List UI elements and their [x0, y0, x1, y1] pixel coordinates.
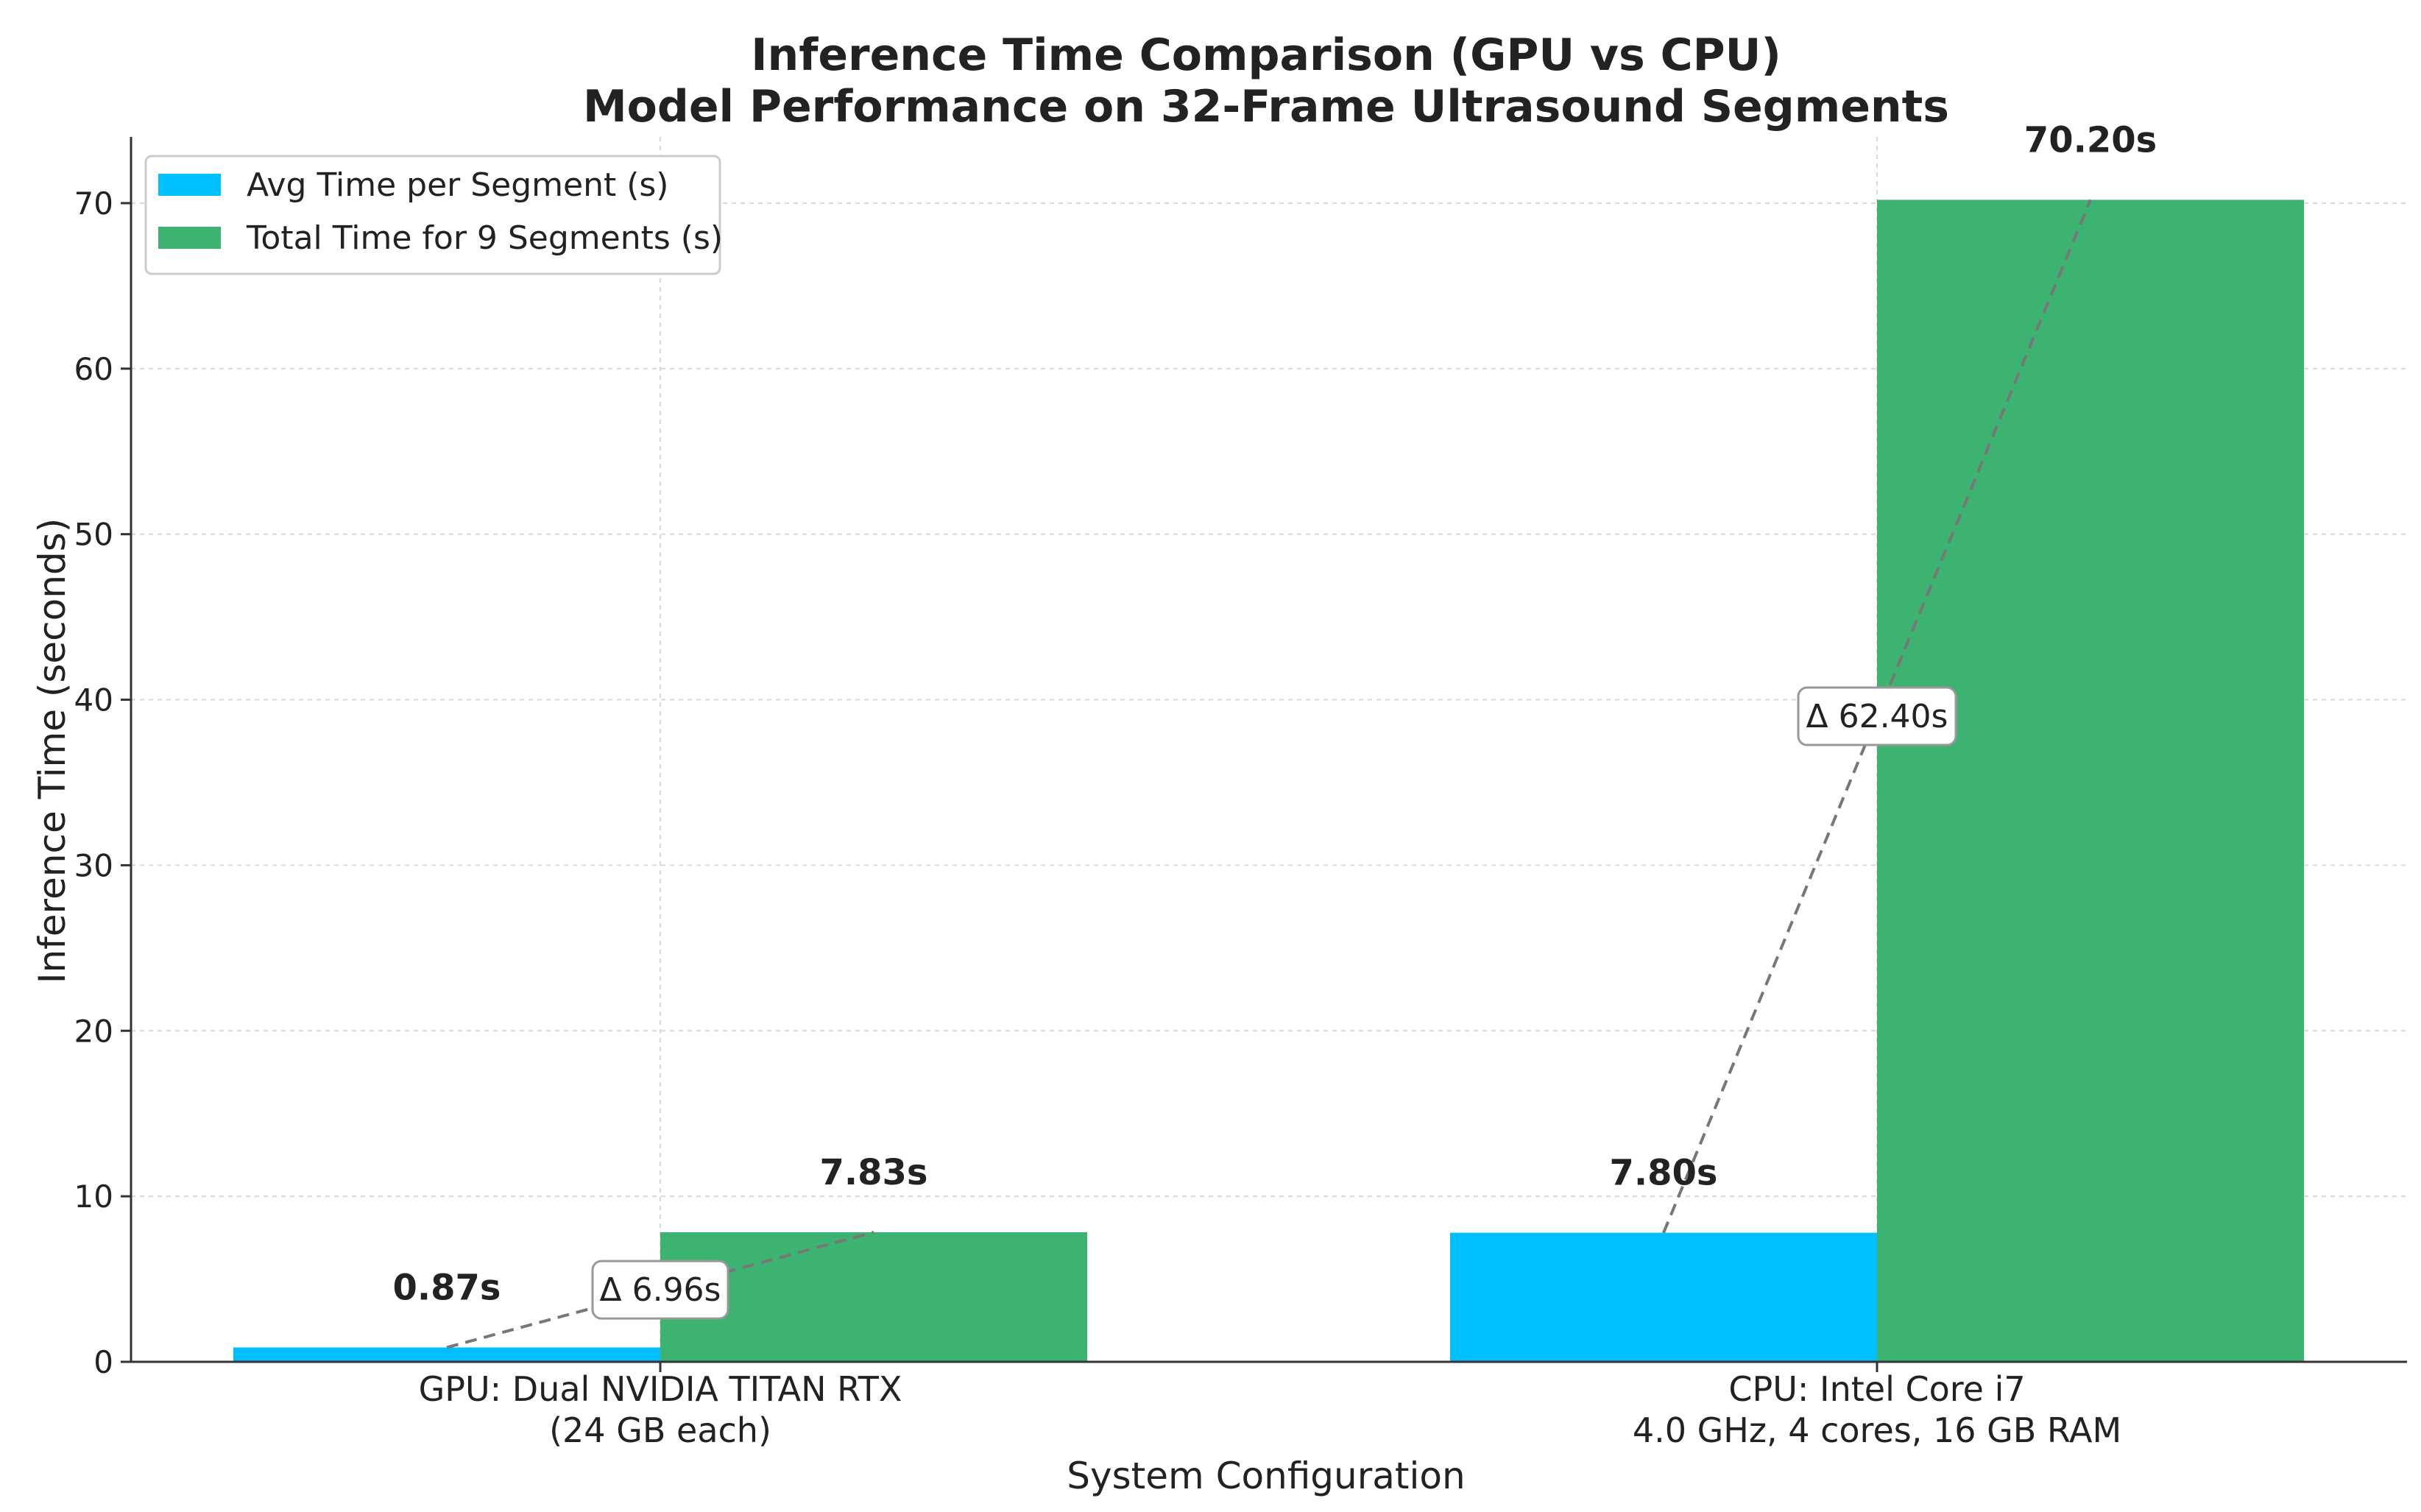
value-labels: 0.87s 7.83s 7.80s 70.20s	[393, 119, 2157, 1308]
bar-total-1	[1877, 199, 2304, 1363]
y-ticks: 0 10 20 30 40 50 60 70	[74, 186, 131, 1380]
chart-title: Inference Time Comparison (GPU vs CPU)	[751, 29, 1781, 81]
chart-subtitle: Model Performance on 32-Frame Ultrasound…	[583, 81, 1949, 133]
bars	[233, 199, 2304, 1363]
legend: Avg Time per Segment (s) Total Time for …	[144, 155, 723, 275]
y-tick-label-70: 70	[74, 186, 113, 222]
legend-label-avg: Avg Time per Segment (s)	[247, 166, 668, 204]
y-tick-label-0: 0	[93, 1344, 113, 1380]
value-label-total-1: 70.20s	[2024, 119, 2157, 160]
y-tick-label-30: 30	[74, 847, 113, 883]
delta-label-0: Δ 6.96s	[600, 1271, 721, 1309]
axes	[130, 137, 2407, 1363]
legend-swatch-avg	[158, 174, 221, 196]
delta-annotation-1: Δ 62.40s	[1797, 686, 1957, 746]
y-axis-label: Inference Time (seconds)	[31, 518, 74, 984]
bar-avg-1	[1450, 1232, 1877, 1362]
delta-label-1: Δ 62.40s	[1806, 698, 1948, 735]
delta-annotations: Δ 6.96s Δ 62.40s	[591, 686, 1957, 1320]
value-label-avg-1: 7.80s	[1610, 1153, 1718, 1194]
delta-box-0	[591, 1260, 729, 1320]
value-label-total-0: 7.83s	[820, 1152, 928, 1193]
y-tick-label-60: 60	[74, 351, 113, 387]
x-axis-label: System Configuration	[1067, 1455, 1465, 1497]
delta-box-1	[1797, 686, 1957, 746]
legend-swatch-total	[158, 227, 221, 249]
y-tick-label-50: 50	[74, 517, 113, 553]
delta-annotation-0: Δ 6.96s	[591, 1260, 729, 1320]
x-tick-label-0-1: (24 GB each)	[549, 1410, 771, 1450]
y-tick-label-10: 10	[74, 1179, 113, 1215]
x-tick-label-0-0: GPU: Dual NVIDIA TITAN RTX	[419, 1369, 902, 1409]
legend-frame	[144, 155, 721, 275]
x-tick-label-1-0: CPU: Intel Core i7	[1728, 1369, 2025, 1409]
value-label-avg-0: 0.87s	[393, 1267, 501, 1308]
x-category-labels: GPU: Dual NVIDIA TITAN RTX(24 GB each) CP…	[419, 1362, 2121, 1450]
legend-label-total: Total Time for 9 Segments (s)	[246, 219, 723, 257]
bar-total-0	[660, 1232, 1087, 1362]
x-tick-label-1-1: 4.0 GHz, 4 cores, 16 GB RAM	[1633, 1410, 2121, 1450]
delta-connectors	[446, 199, 2092, 1349]
bar-avg-0	[233, 1347, 660, 1362]
y-tick-label-20: 20	[74, 1013, 113, 1049]
y-tick-label-40: 40	[74, 682, 113, 718]
